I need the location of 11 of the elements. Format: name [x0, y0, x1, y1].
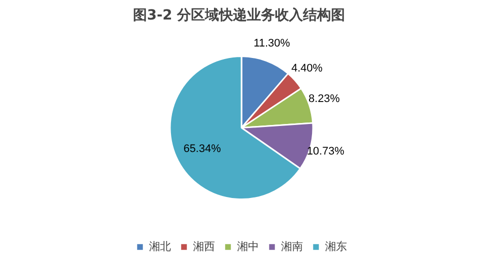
- chart-title: 图3-2 分区域快递业务收入结构图: [132, 6, 346, 24]
- legend-label: 湘南: [281, 240, 303, 254]
- legend-label: 湘西: [193, 240, 215, 254]
- data-label: 4.40%: [291, 62, 323, 74]
- legend-label: 湘中: [237, 240, 259, 254]
- data-label: 65.34%: [184, 142, 222, 155]
- legend-label: 湘北: [149, 240, 171, 254]
- data-label: 8.23%: [308, 93, 340, 106]
- data-label: 11.30%: [254, 38, 290, 50]
- data-label: 10.73%: [306, 146, 344, 158]
- legend-label: 湘东: [325, 240, 347, 254]
